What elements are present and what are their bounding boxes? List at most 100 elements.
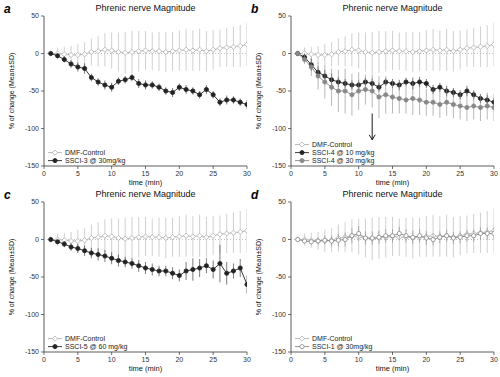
data-point [177,273,181,277]
data-point [315,52,320,57]
y-tick [41,352,44,353]
data-point [383,49,388,54]
data-point [431,100,435,104]
x-tick [213,352,214,355]
data-point [238,43,243,48]
data-point [397,49,402,54]
data-point [445,234,449,238]
data-point [302,239,306,243]
data-point [451,236,455,240]
data-point [156,49,161,54]
data-point [116,79,120,83]
y-tick-label: -150 [272,162,286,169]
y-tick-label: -50 [276,273,286,280]
data-point [150,267,154,271]
data-point [130,261,134,265]
data-point [370,236,374,240]
data-point [89,75,93,79]
x-tick [44,166,45,169]
x-tick-label: 15 [389,356,397,363]
data-point [211,233,216,238]
data-point [96,80,100,84]
data-point [96,252,100,256]
data-point [296,51,300,55]
x-tick [179,166,180,169]
y-tick-label: -100 [25,125,39,132]
y-tick [288,277,291,278]
data-point [184,87,188,91]
data-point [204,264,208,268]
data-point [464,46,469,51]
arrow [369,114,375,140]
data-point [130,75,134,79]
plot-area [44,209,247,294]
data-point [323,238,327,242]
series-line [51,45,247,56]
y-axis-label: % of change (Mean±SD) [8,239,16,316]
data-point [417,98,421,102]
legend-marker [52,150,57,155]
data-point [49,51,53,55]
x-tick [291,166,292,169]
data-point [245,282,247,286]
data-point [157,269,161,273]
y-axis-label: % of change (Mean±SD) [255,239,263,316]
legend-marker [53,345,57,349]
legend-item: SSCI-5 @ 60 mg/kg [48,343,127,351]
panel-label: c [4,188,11,202]
data-point [472,104,476,108]
data-point [136,49,141,54]
data-point [343,89,347,93]
x-tick [179,352,180,355]
data-point [417,49,422,54]
x-tick-label: 5 [76,356,80,363]
data-point [444,233,449,238]
data-point [76,65,80,69]
y-tick [41,314,44,315]
data-point [143,266,147,270]
data-point [485,43,490,48]
data-point [404,80,408,84]
data-point [137,264,141,268]
x-tick-label: 25 [209,356,217,363]
data-point [437,48,442,53]
data-point [170,271,174,275]
data-point [164,89,168,93]
y-tick [41,16,44,17]
legend: DMF-ControlSSCI-4 @ 10 mg/kgSSCI-4 @ 30 … [295,141,374,165]
data-point [129,49,134,54]
y-tick-label: -150 [272,348,286,355]
title: Phrenic nerve Magnitude [342,189,442,199]
plot-area [291,23,494,140]
legend: DMF-ControlSSCI-5 @ 60 mg/kg [48,335,127,351]
data-point [89,235,94,240]
data-point [55,240,59,244]
data-point [170,90,174,94]
data-point [336,238,340,242]
series-line [51,240,247,285]
x-tick [426,166,427,169]
series-line [298,231,494,242]
x-tick [358,352,359,355]
data-point [411,235,415,239]
series-line [298,54,494,103]
data-point [336,49,341,54]
data-point [397,96,401,100]
data-point [451,49,456,54]
y-tick-label: -50 [29,87,39,94]
legend: DMF-ControlSSCI-1 @ 30mg/kg [295,335,373,351]
data-point [238,100,242,104]
data-point [218,261,222,265]
legend-item: SSCI-3 @ 30mg/kg [48,157,126,165]
data-point [349,47,354,52]
y-tick [288,202,291,203]
data-point [403,49,408,54]
data-point [376,49,381,54]
data-point [491,42,494,47]
legend-item: SSCI-1 @ 30mg/kg [295,343,373,351]
panel-label: a [4,2,11,16]
data-point [110,85,114,89]
data-point [343,49,348,54]
data-point [76,246,80,250]
x-tick [358,166,359,169]
